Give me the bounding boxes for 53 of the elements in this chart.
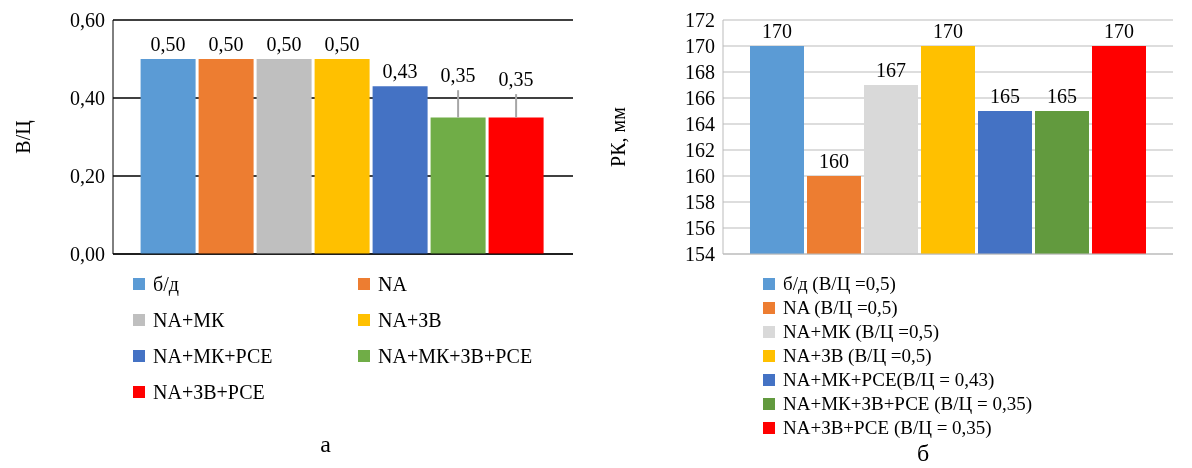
- data-label: 0,50: [208, 33, 244, 55]
- data-label: 165: [1047, 85, 1077, 107]
- legend-label: NA+ЗВ: [378, 308, 442, 332]
- bar: [372, 86, 428, 254]
- data-label: 0,50: [150, 33, 186, 55]
- y-tick-label: 0,40: [70, 87, 105, 110]
- y-tick-label: 164: [685, 113, 715, 136]
- y-tick-label: 162: [685, 139, 715, 162]
- y-axis-title: В/Ц: [12, 120, 36, 154]
- legend-label: б/д: [153, 272, 179, 296]
- y-tick-label: 160: [685, 165, 715, 188]
- data-label: 170: [933, 20, 963, 42]
- legend-label: NA (В/Ц =0,5): [783, 296, 898, 320]
- y-tick-label: 172: [685, 9, 715, 32]
- y-tick-label: 168: [685, 61, 715, 84]
- data-label: 0,50: [324, 33, 360, 55]
- legend-label: NA+МК+РСЕ(В/Ц = 0,43): [783, 368, 995, 392]
- data-label: 0,35: [440, 64, 476, 87]
- data-label: 170: [1104, 20, 1134, 42]
- y-tick-label: 0,20: [70, 165, 105, 188]
- bar: [488, 117, 544, 254]
- y-tick-label: 0,00: [70, 243, 105, 266]
- y-axis-title: РК, мм: [607, 106, 630, 167]
- bar: [256, 59, 312, 254]
- legend-label: NA+ЗВ (В/Ц =0,5): [783, 344, 932, 368]
- legend-label: NA+ЗВ+РСЕ: [153, 380, 265, 404]
- text: а: [319, 431, 332, 458]
- y-tick-label: 154: [685, 243, 715, 266]
- bar: [140, 59, 196, 254]
- legend-label: NA: [378, 272, 407, 296]
- legend-label: NA+ЗВ+РСЕ (В/Ц = 0,35): [783, 416, 992, 440]
- y-tick-label: 170: [685, 35, 715, 58]
- legend-label: NA+МК: [153, 308, 225, 332]
- y-tick-label: 158: [685, 191, 715, 214]
- y-tick-label: 156: [685, 217, 715, 240]
- bar: [198, 59, 254, 254]
- y-tick-label: 0,60: [70, 9, 105, 32]
- text: б: [915, 440, 931, 467]
- legend-label: б/д (В/Ц =0,5): [783, 272, 896, 296]
- data-label: 0,35: [498, 68, 534, 91]
- legend-label: NA+МК (В/Ц =0,5): [783, 320, 940, 344]
- data-label: 170: [762, 20, 792, 42]
- data-label: 0,50: [266, 33, 302, 55]
- data-label: 165: [990, 85, 1020, 107]
- data-label: 160: [819, 150, 849, 172]
- bar: [430, 117, 486, 254]
- bar: [314, 59, 370, 254]
- legend-label: NA+МК+РСЕ: [153, 344, 273, 368]
- legend-label: NA+МК+ЗВ+РСЕ: [378, 344, 533, 368]
- y-tick-label: 166: [685, 87, 715, 110]
- data-label: 0,43: [382, 60, 418, 83]
- legend-label: NA+МК+ЗВ+РСЕ (В/Ц = 0,35): [783, 392, 1032, 416]
- data-label: 167: [876, 59, 906, 81]
